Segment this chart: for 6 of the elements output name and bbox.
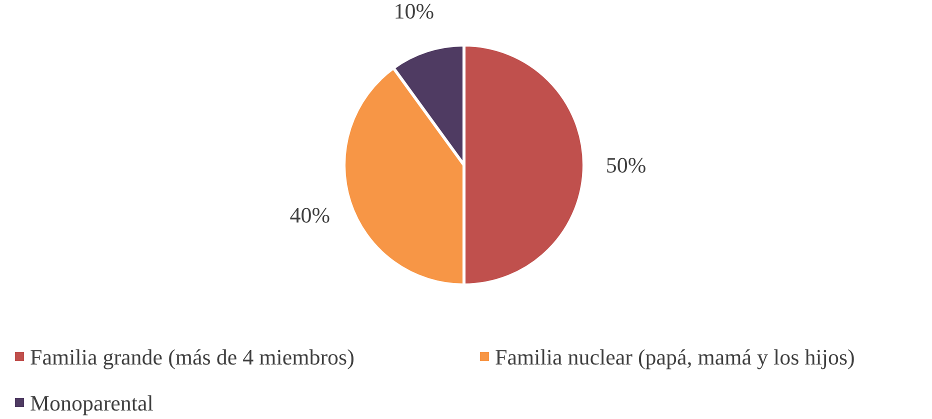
legend-label: Monoparental xyxy=(30,390,154,416)
legend-label: Familia grande (más de 4 miembros) xyxy=(30,344,354,370)
legend-label: Familia nuclear (papá, mamá y los hijos) xyxy=(495,344,855,370)
data-label: 50% xyxy=(606,152,646,178)
data-label: 40% xyxy=(290,202,330,228)
data-label: 10% xyxy=(394,0,434,24)
